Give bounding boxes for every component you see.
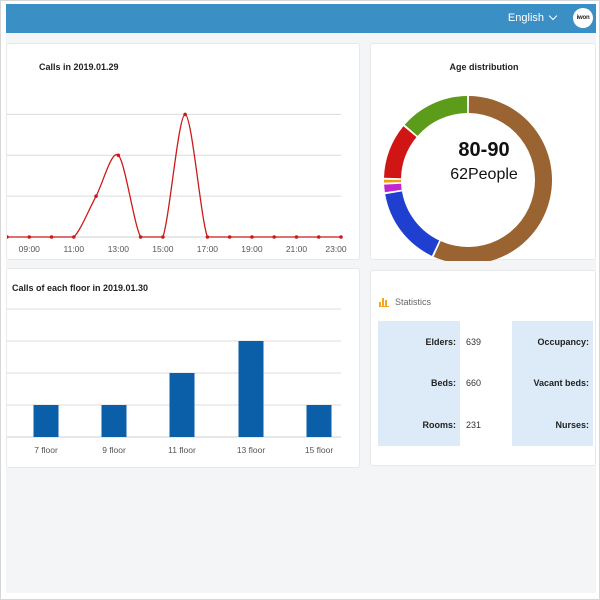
floor-x-tick-label: 13 floor	[237, 445, 266, 455]
calls-data-point	[227, 235, 232, 239]
floor-card: Calls of each floor in 2019.01.30 7 floo…	[6, 268, 360, 468]
calls-card: Calls in 2019.01.29 09:00 11:00 13:00 15:00…	[6, 43, 360, 260]
floor-card-title: Calls of each floor in 2019.01.30	[12, 283, 149, 293]
stats-value-elders: 639	[460, 321, 512, 363]
floor-bar	[306, 405, 332, 437]
calls-x-tick-label: 23:00	[325, 244, 347, 254]
stats-value-beds: 660	[460, 362, 512, 405]
calls-x-tick-label: 15:00	[152, 244, 174, 254]
floor-bar	[33, 405, 59, 437]
avatar[interactable]: iwon	[573, 8, 593, 28]
calls-x-tick-label: 19:00	[241, 244, 263, 254]
calls-x-tick-label: 09:00	[19, 244, 41, 254]
calls-x-tick-label: 11:00	[63, 244, 84, 254]
calls-data-point	[272, 235, 277, 239]
calls-data-point	[7, 235, 9, 239]
calls-data-point	[183, 112, 187, 117]
calls-x-tick-label: 21:00	[286, 244, 308, 254]
language-label: English	[507, 12, 544, 24]
calls-data-point	[205, 235, 210, 239]
donut-center-value: 80-90	[458, 139, 510, 161]
calls-data-point	[27, 235, 32, 239]
age-card-title: Age distribution	[449, 62, 519, 72]
chevron-down-icon	[548, 11, 558, 21]
stats-title: Statistics	[395, 297, 432, 307]
floor-bar	[101, 405, 127, 437]
top-bar: English iwon	[6, 4, 596, 33]
age-donut-chart	[384, 96, 552, 261]
stats-label-nurses: Nurses:	[512, 404, 593, 446]
stats-label-occupancy: Occupancy:	[512, 321, 593, 363]
floor-bar	[169, 373, 195, 437]
stats-label-rooms: Rooms:	[378, 404, 460, 446]
donut-center-label: 62People	[450, 166, 518, 183]
floor-bar	[238, 341, 264, 437]
calls-data-point	[339, 235, 343, 239]
calls-data-point	[72, 235, 76, 239]
floor-bar-chart: 7 floor 9 floor 11 floor 13 floor 15 floor	[7, 308, 341, 455]
calls-data-point	[138, 235, 143, 239]
stats-header: Statistics	[379, 297, 431, 307]
calls-data-point	[116, 153, 121, 158]
stats-label-elders: Elders:	[378, 321, 460, 363]
floor-x-tick-label: 15 floor	[305, 445, 334, 455]
calls-data-point	[294, 235, 299, 239]
calls-card-title: Calls in 2019.01.29	[39, 62, 119, 72]
calls-data-point	[161, 235, 165, 239]
stats-table: Elders: 639 Occupancy: Beds: 660 Vacant …	[378, 321, 593, 446]
calls-data-point	[49, 235, 54, 239]
dashboard-content: Calls in 2019.01.29 09:00 11:00 13:00 15:00…	[6, 33, 596, 593]
calls-series-line	[7, 113, 341, 238]
age-donut-slice	[384, 179, 402, 183]
stats-value-rooms: 231	[460, 404, 512, 446]
calls-x-tick-label: 17:00	[197, 244, 219, 254]
age-donut-slice	[385, 191, 440, 256]
calls-line-chart: 09:00 11:00 13:00 15:00 17:00 19:00 21:00 23:00	[7, 112, 347, 254]
stats-card: Statistics Elders: 639 Occupancy: Beds: …	[370, 270, 596, 466]
age-donut-slice	[384, 126, 417, 179]
calls-data-point	[94, 194, 98, 198]
age-donut-slice	[384, 183, 402, 193]
floor-x-tick-label: 7 floor	[34, 445, 58, 455]
calls-data-point	[250, 235, 254, 239]
age-donut-slice	[433, 96, 552, 261]
floor-x-tick-label: 9 floor	[102, 445, 126, 455]
age-card: Age distribution 80-90 62People	[370, 43, 596, 261]
calls-data-point	[316, 235, 321, 239]
language-selector[interactable]: English	[507, 11, 558, 24]
stats-label-beds: Beds:	[378, 362, 460, 405]
stats-label-vacant-beds: Vacant beds:	[512, 362, 593, 405]
bar-chart-icon	[379, 298, 389, 307]
calls-x-tick-label: 13:00	[108, 244, 130, 254]
age-donut-slice	[404, 96, 468, 136]
floor-x-tick-label: 11 floor	[168, 445, 196, 455]
